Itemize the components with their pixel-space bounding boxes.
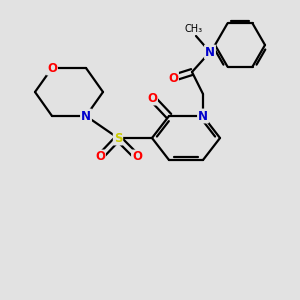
- Text: N: N: [81, 110, 91, 122]
- Text: O: O: [147, 92, 157, 104]
- Text: N: N: [198, 110, 208, 122]
- Text: O: O: [95, 151, 105, 164]
- Text: O: O: [47, 61, 57, 74]
- Text: CH₃: CH₃: [185, 24, 203, 34]
- Text: N: N: [205, 46, 215, 59]
- Text: O: O: [132, 151, 142, 164]
- Text: S: S: [114, 131, 122, 145]
- Text: O: O: [168, 71, 178, 85]
